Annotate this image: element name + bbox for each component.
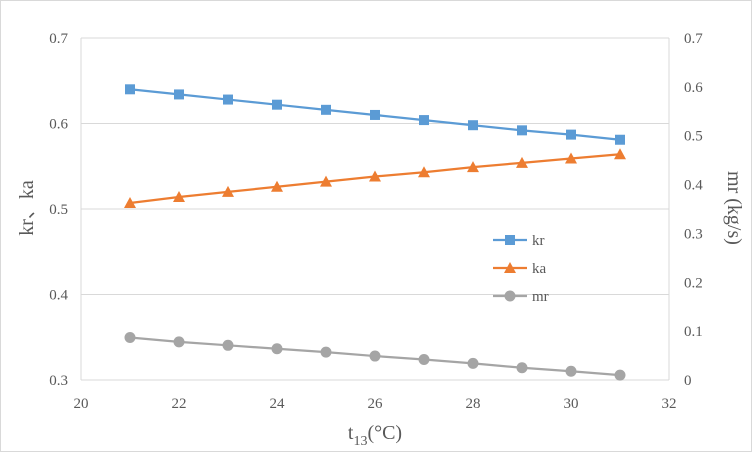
data-point-ka: [516, 156, 528, 168]
data-point-mr: [418, 353, 430, 365]
data-point-mr: [124, 331, 136, 343]
series: [124, 84, 626, 381]
data-point-mr: [565, 365, 577, 377]
legend-label-ka: ka: [532, 261, 547, 277]
y-left-tick-label: 0.6: [49, 117, 68, 133]
data-point-mr: [467, 357, 479, 369]
data-point-ka: [565, 152, 577, 164]
axes: 0.3 0.4 0.5 0.6 0.7 0 0.1 0.2 0.3 0.4 0.5 0.6 0.7 20 2…: [49, 31, 703, 412]
legend-marker-mr: [504, 290, 516, 302]
y-right-tick-label: 0.1: [684, 324, 703, 340]
y-right-axis-title: mr (kg/s): [723, 171, 745, 245]
data-point-mr: [516, 362, 528, 374]
y-right-tick-label: 0.5: [684, 129, 703, 145]
data-point-mr: [271, 343, 283, 355]
data-point-kr: [419, 115, 429, 126]
x-tick-label: 26: [368, 396, 384, 412]
y-left-tick-label: 0.4: [49, 288, 68, 304]
gridlines: [81, 37, 669, 381]
data-point-ka: [124, 197, 136, 209]
data-point-kr: [370, 109, 380, 120]
data-point-mr: [222, 339, 234, 351]
x-axis-title-unit: (°C): [367, 422, 402, 444]
x-tick-label: 32: [662, 396, 677, 412]
data-point-kr: [615, 134, 625, 145]
data-point-ka: [173, 191, 185, 203]
legend-label-kr: kr: [532, 233, 545, 249]
data-point-mr: [173, 336, 185, 348]
data-point-kr: [125, 84, 135, 95]
data-point-kr: [517, 125, 527, 136]
x-tick-label: 20: [74, 396, 89, 412]
legend-marker-ka: [504, 262, 516, 273]
data-point-ka: [418, 166, 430, 178]
y-right-tick-label: 0.2: [684, 275, 703, 291]
data-point-ka: [320, 175, 332, 187]
data-point-kr: [321, 104, 331, 115]
data-point-mr: [369, 350, 381, 362]
data-point-ka: [467, 161, 479, 173]
data-point-kr: [468, 120, 478, 131]
y-right-tick-label: 0.4: [684, 178, 703, 194]
legend-label-mr: mr: [532, 289, 549, 305]
x-axis-title-main: t: [348, 422, 354, 444]
y-right-tick-label: 0: [684, 373, 692, 389]
y-right-tick-label: 0.3: [684, 226, 703, 242]
data-point-kr: [272, 99, 282, 110]
y-left-axis-title: kr、ka: [16, 180, 38, 236]
x-tick-label: 28: [466, 396, 481, 412]
x-tick-label: 30: [564, 396, 579, 412]
data-point-ka: [271, 180, 283, 192]
data-point-ka: [222, 185, 234, 197]
x-tick-label: 22: [172, 396, 187, 412]
data-point-ka: [369, 170, 381, 182]
y-right-tick-label: 0.6: [684, 80, 703, 96]
data-point-mr: [614, 369, 626, 381]
data-point-kr: [223, 94, 233, 105]
legend-marker-kr: [505, 235, 515, 245]
x-axis-title-subscript: 13: [353, 434, 367, 449]
data-point-kr: [566, 129, 576, 140]
y-left-tick-label: 0.3: [49, 373, 68, 389]
y-left-tick-label: 0.5: [49, 202, 68, 218]
data-point-mr: [320, 346, 332, 358]
data-point-kr: [174, 89, 184, 100]
legend: kr ka mr: [493, 233, 549, 305]
y-left-tick-label: 0.7: [49, 31, 68, 47]
data-point-ka: [614, 148, 626, 160]
x-tick-label: 24: [270, 396, 286, 412]
y-right-tick-label: 0.7: [684, 31, 703, 47]
x-axis-title: t13(°C): [348, 422, 402, 449]
